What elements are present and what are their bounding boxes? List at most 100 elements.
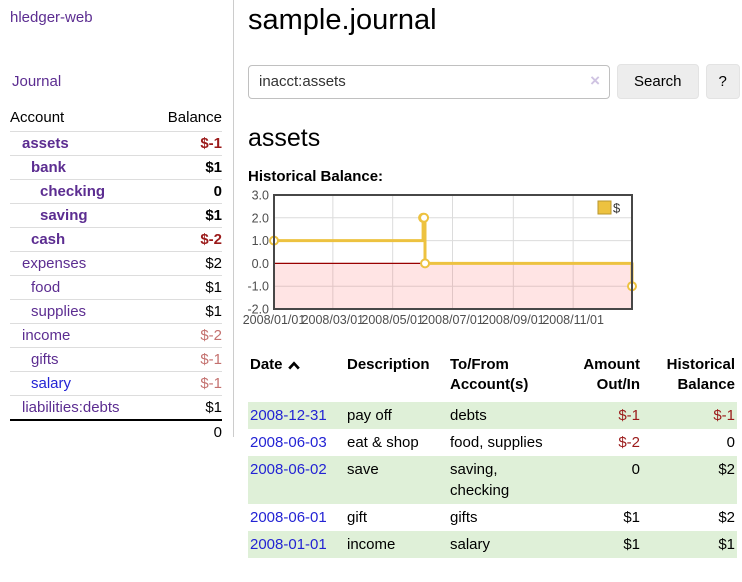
svg-text:-2.0: -2.0: [247, 303, 269, 317]
register-accounts: saving, checking: [450, 460, 510, 499]
account-row: expenses $2: [10, 251, 222, 276]
transaction-date-link[interactable]: 2008-01-01: [250, 535, 327, 553]
account-link-assets[interactable]: assets: [22, 135, 69, 152]
register-amount: $-2: [618, 433, 640, 451]
register-amount: $-1: [618, 406, 640, 424]
account-link-supplies[interactable]: supplies: [31, 303, 87, 320]
account-balance: $1: [205, 159, 222, 176]
account-link-income[interactable]: income: [22, 327, 71, 344]
register-table: Date Description To/From Account(s) Amou…: [248, 353, 737, 558]
account-link-liabilities-debts[interactable]: liabilities:debts: [22, 399, 120, 416]
register-accounts: salary: [450, 535, 491, 553]
account-row: salary $-1: [10, 371, 222, 396]
account-heading: assets: [248, 124, 321, 152]
account-balance: $2: [205, 255, 222, 272]
svg-text:$: $: [613, 201, 621, 216]
register-row: 2008-12-31 pay off debts $-1 $-1: [248, 401, 737, 429]
accounts-header-account: Account: [10, 109, 65, 126]
account-balance: $-2: [200, 231, 222, 248]
transaction-date-link[interactable]: 2008-12-31: [250, 406, 327, 424]
svg-text:2008/09/01: 2008/09/01: [482, 313, 545, 327]
balance-header: Historical Balance: [666, 356, 735, 394]
app-brand-link[interactable]: hledger-web: [10, 9, 93, 26]
account-row: food $1: [10, 275, 222, 300]
account-row: saving $1: [10, 203, 222, 228]
page-title: sample.journal: [248, 4, 437, 36]
search-input[interactable]: [248, 64, 610, 99]
svg-text:1.0: 1.0: [252, 234, 269, 248]
accounts-header: To/From Account(s): [450, 356, 529, 394]
register-amount: 0: [631, 460, 640, 478]
register-date: 2008-01-01: [248, 531, 345, 558]
register-accounts: gifts: [450, 508, 478, 526]
register-date: 2008-06-03: [248, 429, 345, 456]
register-date: 2008-06-02: [248, 456, 345, 504]
svg-text:2008/07/01: 2008/07/01: [421, 313, 484, 327]
register-description: pay off: [347, 406, 392, 424]
account-link-expenses[interactable]: expenses: [22, 255, 87, 272]
accounts-header-balance: Balance: [167, 109, 222, 126]
account-link-saving[interactable]: saving: [40, 207, 88, 224]
search-form: × Search ?: [248, 64, 740, 99]
chart-title: Historical Balance:: [248, 168, 384, 185]
account-balance: 0: [213, 183, 222, 200]
register-accounts: debts: [450, 406, 487, 424]
account-balance: $1: [205, 207, 222, 224]
account-link-gifts[interactable]: gifts: [31, 351, 59, 368]
register-row: 2008-06-02 save saving, checking 0 $2: [248, 455, 737, 504]
register-balance: $2: [718, 508, 735, 526]
account-row: cash $-2: [10, 227, 222, 252]
account-balance: $-2: [200, 327, 222, 344]
account-link-salary[interactable]: salary: [31, 375, 72, 392]
account-balance: $-1: [200, 375, 222, 392]
register-row: 2008-06-03 eat & shop food, supplies $-2 0: [248, 429, 737, 456]
account-link-cash[interactable]: cash: [31, 231, 66, 248]
accounts-total-row: 0: [10, 420, 222, 444]
accounts-table: Account Balance assets $-1 bank $1 checking 0…: [10, 106, 222, 444]
register-description: income: [347, 535, 396, 553]
account-row: assets $-1: [10, 131, 222, 156]
sort-ascending-icon: [287, 360, 300, 370]
account-balance: $1: [205, 399, 222, 416]
date-header-label: Date: [250, 356, 283, 373]
account-row: gifts $-1: [10, 347, 222, 372]
svg-text:2008/11/01: 2008/11/01: [542, 313, 604, 327]
register-amount: $1: [623, 535, 640, 553]
transaction-date-link[interactable]: 2008-06-01: [250, 508, 327, 526]
svg-text:0.0: 0.0: [252, 257, 269, 271]
register-accounts: food, supplies: [450, 433, 543, 451]
register-tbody: 2008-12-31 pay off debts $-1 $-1 2008-06-03 ea…: [248, 401, 737, 558]
svg-text:2008/05/01: 2008/05/01: [361, 313, 424, 327]
search-button[interactable]: Search: [617, 64, 699, 99]
account-row: liabilities:debts $1: [10, 395, 222, 421]
account-link-food[interactable]: food: [31, 279, 61, 296]
sidebar: hledger-web Journal Account Balance asse…: [0, 0, 234, 441]
transaction-date-link[interactable]: 2008-06-02: [250, 460, 327, 478]
account-row: supplies $1: [10, 299, 222, 324]
clear-search-icon[interactable]: ×: [590, 70, 600, 90]
transaction-date-link[interactable]: 2008-06-03: [250, 433, 327, 451]
register-date: 2008-12-31: [248, 402, 345, 429]
account-link-checking[interactable]: checking: [40, 183, 106, 200]
account-row: income $-2: [10, 323, 222, 348]
svg-text:2.0: 2.0: [252, 211, 269, 225]
register-description: eat & shop: [347, 433, 419, 451]
account-balance: $-1: [200, 351, 222, 368]
accounts-tbody: assets $-1 bank $1 checking 0 saving $1 cash $-2 e…: [10, 131, 222, 421]
register-amount: $1: [623, 508, 640, 526]
register-balance: $2: [718, 460, 735, 478]
register-description: save: [347, 460, 379, 478]
date-sort-header[interactable]: Date: [250, 355, 301, 375]
main-content: sample.journal × Search ? assets Histori…: [243, 0, 740, 558]
register-balance: $1: [718, 535, 735, 553]
amount-header: Amount Out/In: [583, 356, 640, 394]
account-link-bank[interactable]: bank: [31, 159, 67, 176]
register-row: 2008-06-01 gift gifts $1 $2: [248, 504, 737, 531]
register-description: gift: [347, 508, 368, 526]
account-row: checking 0: [10, 179, 222, 204]
account-row: bank $1: [10, 155, 222, 180]
sidebar-item-journal[interactable]: Journal: [12, 73, 62, 90]
search-help-button[interactable]: ?: [705, 64, 740, 99]
register-date: 2008-06-01: [248, 504, 345, 531]
